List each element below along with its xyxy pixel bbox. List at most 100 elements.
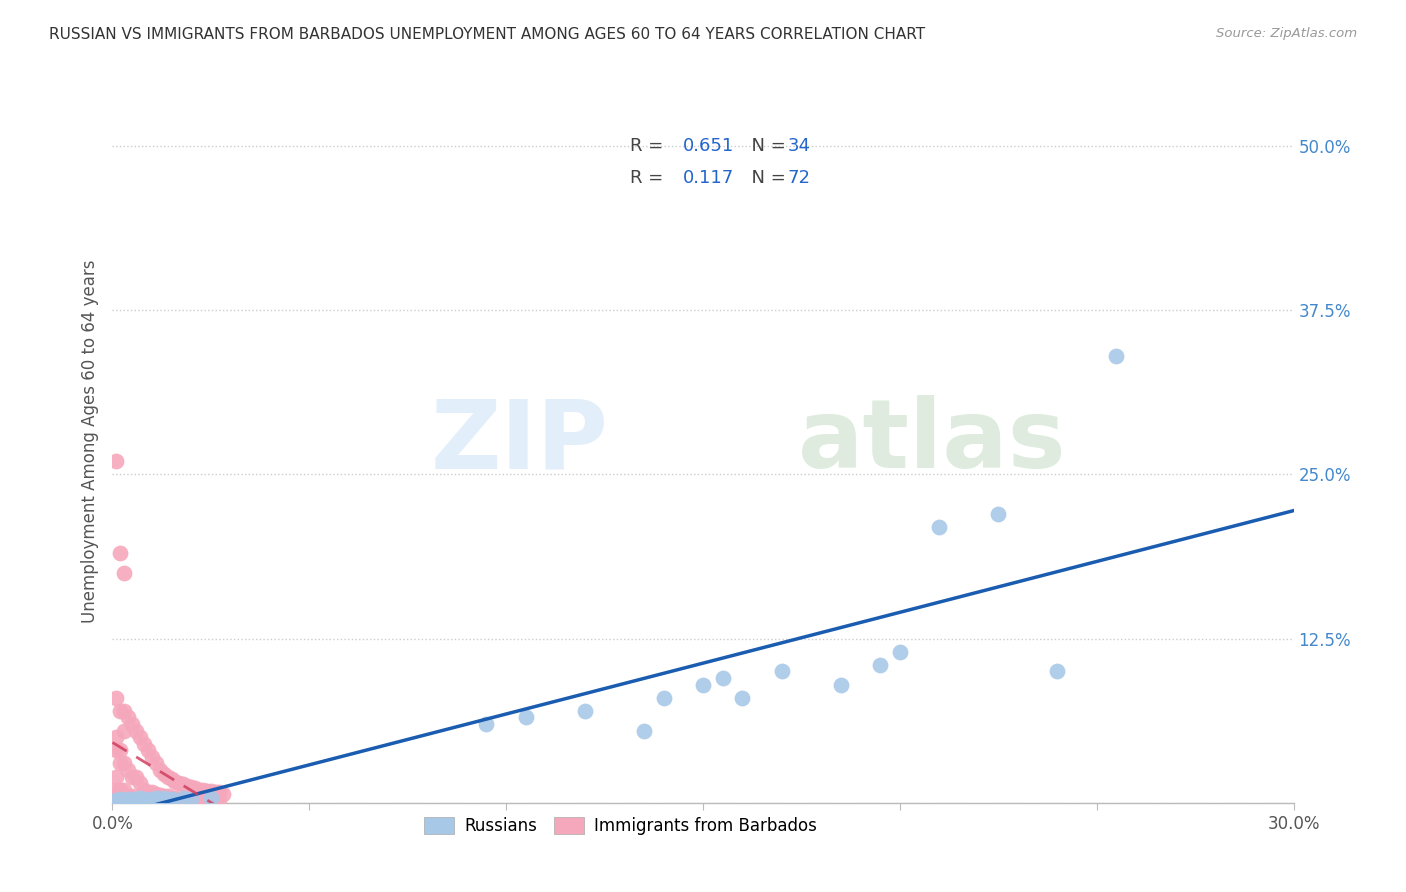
Point [121, 717, 143, 731]
Point [176, 792, 198, 806]
Point [208, 793, 231, 807]
Point [731, 690, 754, 705]
Point [200, 793, 222, 807]
Point [208, 785, 231, 799]
Point [112, 756, 135, 771]
Point [889, 645, 911, 659]
Point [132, 792, 155, 806]
Point [141, 792, 163, 806]
Point [830, 677, 852, 691]
Text: R =: R = [630, 169, 669, 186]
Point [515, 710, 537, 724]
Point [112, 566, 135, 580]
Point [1046, 665, 1069, 679]
Point [145, 756, 167, 771]
Point [172, 777, 194, 791]
Point [211, 787, 233, 801]
Point [136, 793, 159, 807]
Point [165, 790, 187, 805]
Point [172, 792, 194, 806]
Point [101, 793, 124, 807]
Point [191, 782, 214, 797]
Point [110, 782, 132, 797]
Text: 72: 72 [787, 169, 810, 186]
Point [112, 782, 135, 797]
Legend: Russians, Immigrants from Barbados: Russians, Immigrants from Barbados [418, 810, 823, 841]
Point [184, 781, 207, 796]
Point [204, 785, 226, 799]
Point [149, 788, 172, 802]
Point [156, 789, 179, 804]
Point [200, 784, 222, 798]
Point [152, 767, 174, 781]
Point [117, 792, 139, 806]
Point [125, 792, 148, 806]
Text: 0.117: 0.117 [683, 169, 734, 186]
Point [112, 723, 135, 738]
Point [172, 790, 194, 805]
Point [105, 782, 128, 797]
Point [129, 730, 152, 744]
Point [110, 743, 132, 757]
Point [574, 704, 596, 718]
Point [160, 772, 183, 786]
Point [475, 717, 498, 731]
Point [169, 776, 191, 790]
Point [110, 792, 132, 806]
Point [105, 454, 128, 468]
Text: R =: R = [630, 136, 669, 154]
Point [105, 730, 128, 744]
Point [176, 779, 198, 793]
Point [141, 749, 163, 764]
Point [125, 723, 148, 738]
Point [101, 790, 124, 805]
Point [633, 723, 655, 738]
Point [110, 756, 132, 771]
Point [1105, 349, 1128, 363]
Point [105, 793, 128, 807]
Text: N =: N = [740, 136, 792, 154]
Point [180, 792, 202, 806]
Point [145, 787, 167, 801]
Text: N =: N = [740, 169, 792, 186]
Point [180, 780, 202, 794]
Point [101, 789, 124, 804]
Point [105, 690, 128, 705]
Y-axis label: Unemployment Among Ages 60 to 64 years: Unemployment Among Ages 60 to 64 years [80, 260, 98, 624]
Text: ZIP: ZIP [430, 395, 609, 488]
Point [101, 792, 124, 806]
Point [101, 795, 124, 809]
Point [169, 792, 191, 806]
Point [110, 789, 132, 804]
Point [195, 793, 218, 807]
Point [141, 785, 163, 799]
Point [136, 785, 159, 799]
Point [105, 743, 128, 757]
Point [110, 704, 132, 718]
Point [121, 793, 143, 807]
Point [188, 782, 211, 797]
Point [652, 690, 675, 705]
Point [149, 792, 172, 806]
Point [195, 784, 218, 798]
Point [132, 737, 155, 751]
Point [869, 657, 891, 672]
Text: RUSSIAN VS IMMIGRANTS FROM BARBADOS UNEMPLOYMENT AMONG AGES 60 TO 64 YEARS CORRE: RUSSIAN VS IMMIGRANTS FROM BARBADOS UNEM… [49, 27, 925, 42]
Point [160, 790, 183, 805]
Point [112, 704, 135, 718]
Point [156, 770, 179, 784]
Point [117, 710, 139, 724]
Point [149, 763, 172, 777]
Point [117, 763, 139, 777]
Point [928, 520, 950, 534]
Text: Source: ZipAtlas.com: Source: ZipAtlas.com [1216, 27, 1357, 40]
Point [180, 792, 202, 806]
Point [145, 790, 167, 805]
Point [105, 789, 128, 804]
Point [112, 789, 135, 804]
Point [692, 677, 714, 691]
Text: 0.651: 0.651 [683, 136, 734, 154]
Text: atlas: atlas [797, 395, 1066, 488]
Point [136, 743, 159, 757]
Point [184, 792, 207, 806]
